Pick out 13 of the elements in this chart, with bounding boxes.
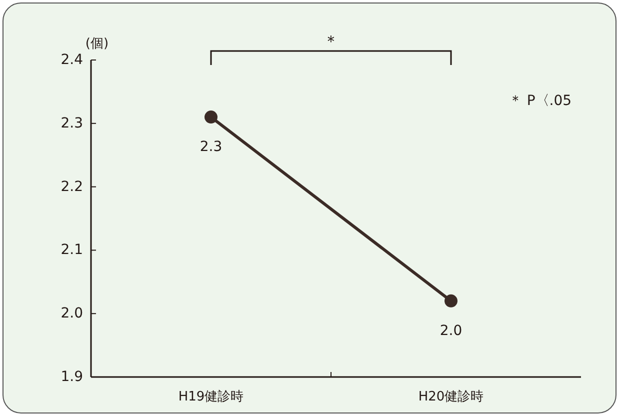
y-axis-title: (個) — [85, 36, 109, 52]
data-label: 2.3 — [200, 139, 222, 156]
text: ＊ — [323, 32, 339, 50]
y-tick-label: 2.1 — [60, 242, 83, 258]
y-tick-label: 2.4 — [60, 52, 84, 68]
x-tick-label: H20健診時 — [418, 390, 484, 404]
annotation: ＊ P〈.05 — [508, 93, 572, 109]
x-tick-label: H19健診時 — [178, 390, 244, 404]
y-tick-label: 2.3 — [60, 115, 83, 132]
y-tick-label: 2.2 — [60, 178, 83, 195]
y-tick-label: 1.9 — [60, 369, 83, 385]
data-label: 2.0 — [440, 322, 462, 339]
y-tick-label: 2.0 — [60, 306, 83, 322]
